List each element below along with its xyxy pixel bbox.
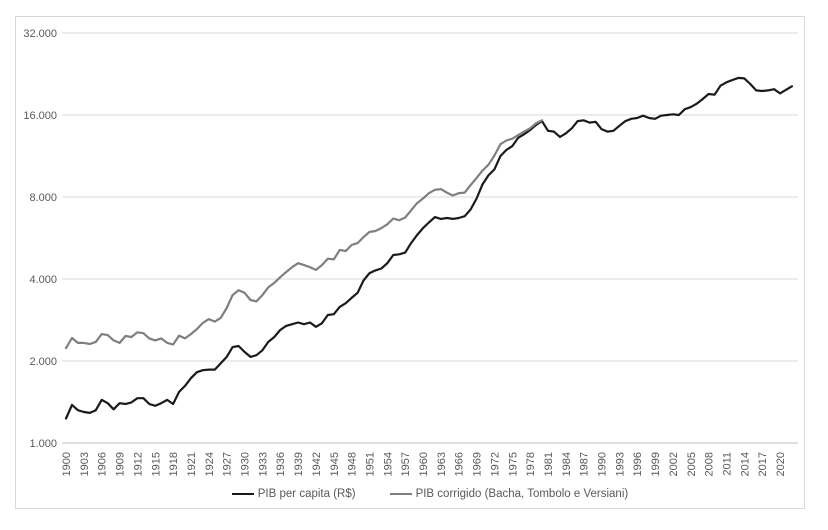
x-tick-label: 1936 (275, 452, 287, 476)
x-tick-label: 1972 (489, 452, 501, 476)
x-tick-label: 1942 (311, 452, 323, 476)
x-tick-label: 1912 (132, 452, 144, 476)
x-tick-label: 1924 (204, 452, 216, 476)
x-tick-label: 1948 (347, 452, 359, 476)
x-tick-label: 1975 (507, 452, 519, 476)
x-tick-label: 2008 (704, 452, 716, 476)
x-tick-label: 1918 (168, 452, 180, 476)
y-tick-label: 2.000 (29, 356, 57, 368)
y-tick-label: 32.000 (23, 28, 57, 40)
x-tick-label: 1954 (382, 452, 394, 476)
x-tick-label: 1957 (400, 452, 412, 476)
x-tick-label: 2005 (686, 452, 698, 476)
x-tick-label: 2011 (721, 452, 733, 476)
x-tick-label: 1909 (115, 452, 127, 476)
x-tick-label: 1993 (614, 452, 626, 476)
x-tick-label: 2014 (739, 452, 751, 476)
x-tick-label: 1903 (79, 452, 91, 476)
legend: PIB per capita (R$) PIB corrigido (Bacha… (62, 485, 798, 503)
y-tick-label: 4.000 (29, 274, 57, 286)
chart-frame (15, 16, 805, 509)
x-tick-label: 1930 (240, 452, 252, 476)
legend-item-pib-corrigido: PIB corrigido (Bacha, Tombolo e Versiani… (389, 488, 629, 500)
legend-label-pib-corrigido: PIB corrigido (Bacha, Tombolo e Versiani… (415, 488, 629, 500)
x-tick-label: 1906 (97, 452, 109, 476)
legend-item-pib-per-capita: PIB per capita (R$) (231, 488, 356, 500)
x-tick-label: 1933 (257, 452, 269, 476)
x-tick-label: 1981 (543, 452, 555, 476)
x-tick-label: 1978 (525, 452, 537, 476)
x-tick-label: 1984 (561, 452, 573, 476)
x-tick-label: 1990 (597, 452, 609, 476)
x-tick-label: 1963 (436, 452, 448, 476)
x-tick-label: 1999 (650, 452, 662, 476)
x-tick-label: 1969 (472, 452, 484, 476)
y-tick-label: 8.000 (29, 192, 57, 204)
x-tick-label: 1966 (454, 452, 466, 476)
series-line-pib-per-capita (64, 76, 794, 420)
x-tick-label: 1939 (293, 452, 305, 476)
y-tick-label: 16.000 (23, 110, 57, 122)
x-tick-label: 2020 (775, 452, 787, 476)
x-tick-label: 2017 (757, 452, 769, 476)
x-tick-label: 1951 (364, 452, 376, 476)
x-tick-label: 1987 (579, 452, 591, 476)
legend-label-pib-per-capita: PIB per capita (R$) (257, 488, 356, 500)
series-line-pib-corrigido (64, 119, 544, 350)
x-tick-label: 1960 (418, 452, 430, 476)
x-tick-label: 1900 (61, 452, 73, 476)
x-tick-label: 1927 (222, 452, 234, 476)
x-tick-label: 1915 (150, 452, 162, 476)
x-tick-label: 1921 (186, 452, 198, 476)
x-tick-label: 2002 (668, 452, 680, 476)
x-tick-label: 1945 (329, 452, 341, 476)
black-line-swatch-icon (231, 493, 254, 495)
y-tick-label: 1.000 (29, 438, 57, 450)
gray-line-swatch-icon (389, 493, 412, 495)
x-tick-label: 1996 (632, 452, 644, 476)
